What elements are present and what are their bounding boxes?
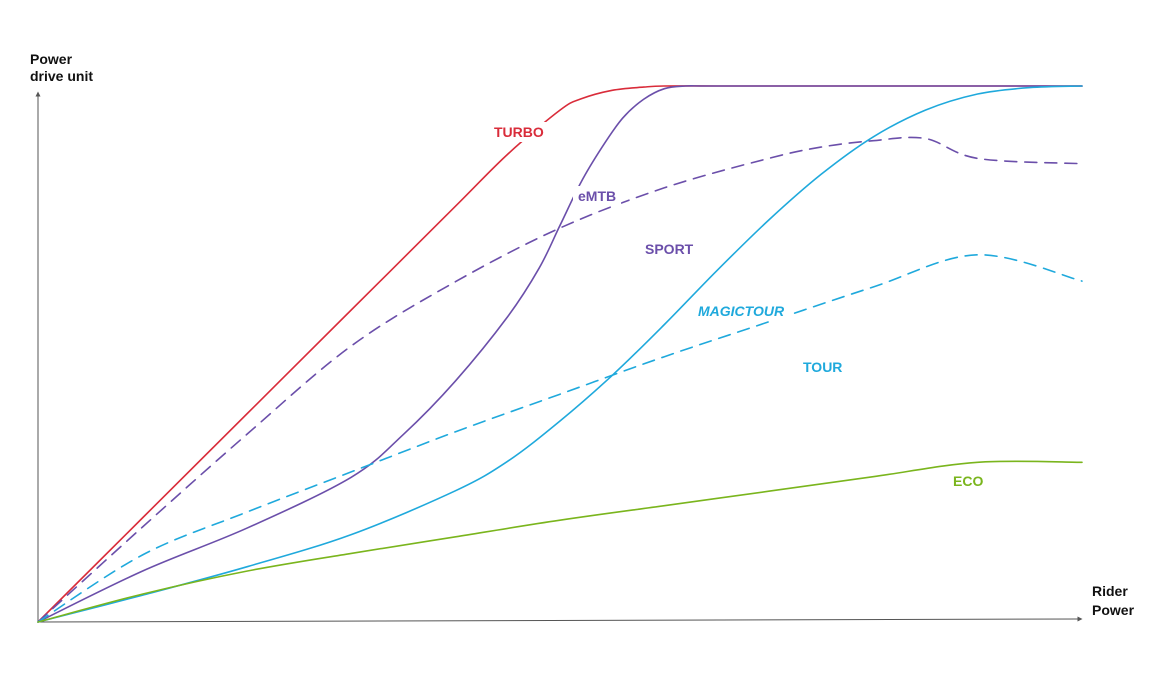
- x-axis-label-line-1: Rider: [1092, 583, 1128, 599]
- series-label-emtb: eMTB: [578, 188, 616, 204]
- series-label-group-tour: TOUR: [798, 357, 848, 377]
- series-layer: [37, 85, 1083, 623]
- series-label-turbo: TURBO: [494, 124, 544, 140]
- series-label-mask-emtb: [573, 186, 622, 206]
- series-label-mask-tour: [798, 357, 848, 377]
- series-label-sport-part-0: SPORT: [645, 241, 694, 257]
- series-label-group-sport: SPORT: [640, 239, 699, 259]
- series-label-group-turbo: TURBO: [489, 122, 549, 142]
- y-axis-label: Power drive unit: [30, 51, 93, 84]
- series-label-mask-turbo: [489, 122, 549, 142]
- series-line-eco: [37, 460, 1083, 623]
- series-label-eco-part-0: ECO: [953, 473, 983, 489]
- y-axis-label-line-2: drive unit: [30, 68, 93, 84]
- series-line-turbo: [37, 85, 1083, 623]
- series-label-group-emtb: eMTB: [573, 186, 622, 206]
- series-label-tour: TOUR: [803, 359, 842, 375]
- series-label-mask-magictour: [693, 301, 790, 321]
- series-label-sport: SPORT: [645, 241, 694, 257]
- x-axis-label-line-2: Power: [1092, 602, 1135, 618]
- series-label-magictour-part-1: TOUR: [745, 303, 785, 319]
- series-label-group-eco: ECO: [948, 471, 989, 491]
- x-axis-line: [37, 616, 1083, 623]
- series-label-mask-sport: [640, 239, 699, 259]
- y-axis-label-line-1: Power: [30, 51, 73, 67]
- series-line-sport: [37, 136, 1083, 623]
- series-label-tour-part-0: TOUR: [803, 359, 842, 375]
- series-line-tour: [37, 253, 1083, 623]
- series-label-group-magictour: MAGICTOUR: [693, 301, 790, 321]
- series-label-magictour: MAGICTOUR: [698, 303, 785, 319]
- series-line-magictour: [37, 85, 1083, 623]
- series-label-emtb-part-0: eMTB: [578, 188, 616, 204]
- y-axis: Power drive unit: [30, 51, 93, 622]
- series-label-turbo-part-0: TURBO: [494, 124, 544, 140]
- series-label-eco: ECO: [953, 473, 983, 489]
- x-axis: Rider Power: [37, 583, 1135, 623]
- series-line-emtb: [37, 85, 1083, 623]
- series-label-magictour-part-0: MAGIC: [698, 303, 746, 319]
- x-axis-label: Rider Power: [1092, 583, 1135, 618]
- series-label-mask-eco: [948, 471, 989, 491]
